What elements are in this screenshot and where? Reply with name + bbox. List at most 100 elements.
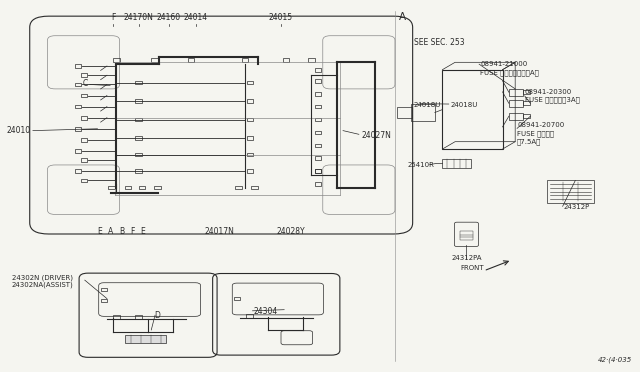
- Bar: [247, 81, 253, 84]
- Bar: [151, 58, 157, 62]
- Bar: [247, 118, 253, 121]
- Bar: [314, 105, 321, 109]
- Text: 24304: 24304: [254, 307, 278, 316]
- Bar: [75, 149, 81, 153]
- Bar: [234, 297, 240, 301]
- Text: 24160: 24160: [157, 13, 181, 22]
- Bar: [314, 144, 321, 147]
- Bar: [136, 315, 141, 319]
- Bar: [523, 114, 531, 118]
- Bar: [314, 169, 321, 173]
- Bar: [188, 58, 195, 62]
- Text: 24010: 24010: [7, 126, 31, 135]
- Bar: [247, 136, 253, 140]
- Bar: [547, 180, 595, 203]
- Bar: [75, 169, 81, 173]
- Bar: [81, 138, 87, 142]
- Text: 42·(4·035: 42·(4·035: [598, 357, 632, 363]
- Bar: [81, 94, 87, 97]
- Text: 24018U: 24018U: [451, 102, 478, 108]
- Text: 08941-20300: 08941-20300: [525, 89, 572, 95]
- Text: D: D: [155, 311, 161, 320]
- Text: （7.5A）: （7.5A）: [517, 138, 541, 145]
- Bar: [125, 186, 131, 189]
- Text: FUSE ヒューズ（3A）: FUSE ヒューズ（3A）: [525, 97, 580, 103]
- Bar: [314, 157, 321, 160]
- Bar: [523, 90, 531, 94]
- Text: 24312PA: 24312PA: [452, 255, 483, 261]
- Bar: [314, 169, 321, 173]
- Bar: [246, 314, 253, 318]
- Bar: [397, 108, 412, 118]
- Bar: [442, 159, 471, 168]
- Bar: [136, 136, 141, 140]
- Bar: [136, 153, 141, 157]
- Bar: [442, 70, 502, 149]
- Text: 24018U: 24018U: [414, 102, 442, 108]
- Bar: [411, 104, 435, 121]
- Text: F: F: [111, 13, 115, 22]
- Bar: [509, 89, 523, 96]
- Bar: [308, 58, 314, 62]
- Bar: [113, 58, 120, 62]
- Text: 24312P: 24312P: [564, 205, 590, 211]
- Text: 24170N: 24170N: [124, 13, 154, 22]
- Bar: [100, 288, 107, 291]
- Text: 24302N (DRIVER): 24302N (DRIVER): [12, 274, 73, 281]
- Bar: [523, 102, 531, 105]
- Text: E: E: [97, 227, 102, 235]
- Bar: [314, 131, 321, 134]
- Bar: [247, 169, 253, 173]
- Bar: [509, 113, 523, 119]
- Bar: [252, 186, 257, 189]
- Bar: [314, 79, 321, 83]
- Text: B: B: [119, 227, 124, 235]
- Bar: [314, 118, 321, 121]
- Text: 25410R: 25410R: [408, 161, 435, 167]
- Bar: [136, 81, 141, 84]
- Bar: [236, 186, 242, 189]
- Bar: [314, 182, 321, 186]
- Bar: [75, 105, 81, 109]
- Bar: [81, 179, 87, 182]
- Text: 24015: 24015: [269, 13, 293, 22]
- Bar: [125, 335, 166, 343]
- Bar: [242, 58, 248, 62]
- Text: A: A: [399, 12, 406, 22]
- Bar: [75, 83, 81, 86]
- Text: FUSE ヒューズ: FUSE ヒューズ: [517, 130, 554, 137]
- Bar: [75, 64, 81, 68]
- Text: FUSE ヒューズ（１０A）: FUSE ヒューズ（１０A）: [481, 69, 540, 76]
- Bar: [75, 127, 81, 131]
- Text: SEE SEC. 253: SEE SEC. 253: [414, 38, 465, 47]
- Text: FRONT: FRONT: [460, 265, 484, 271]
- Text: 24027N: 24027N: [362, 131, 391, 140]
- Text: A: A: [108, 227, 113, 235]
- Bar: [314, 68, 321, 71]
- Text: F: F: [130, 227, 134, 235]
- Bar: [100, 299, 107, 302]
- Bar: [81, 73, 87, 77]
- Bar: [247, 99, 253, 103]
- Bar: [283, 58, 289, 62]
- Bar: [509, 100, 523, 107]
- Text: 08941-21000: 08941-21000: [481, 61, 527, 67]
- Bar: [81, 158, 87, 162]
- Text: 24017N: 24017N: [205, 227, 234, 235]
- Bar: [113, 315, 120, 319]
- Bar: [154, 186, 161, 189]
- Text: 08941-20700: 08941-20700: [517, 122, 564, 128]
- Bar: [139, 186, 145, 189]
- Text: 24302NA(ASSIST): 24302NA(ASSIST): [12, 282, 74, 288]
- Bar: [247, 153, 253, 157]
- Text: C: C: [83, 79, 88, 88]
- Bar: [314, 92, 321, 96]
- Bar: [81, 116, 87, 119]
- Text: 24028Y: 24028Y: [276, 227, 305, 235]
- Text: E: E: [141, 227, 145, 235]
- Bar: [136, 169, 141, 173]
- Bar: [108, 186, 115, 189]
- Text: 24014: 24014: [184, 13, 207, 22]
- Bar: [136, 99, 141, 103]
- Bar: [136, 118, 141, 121]
